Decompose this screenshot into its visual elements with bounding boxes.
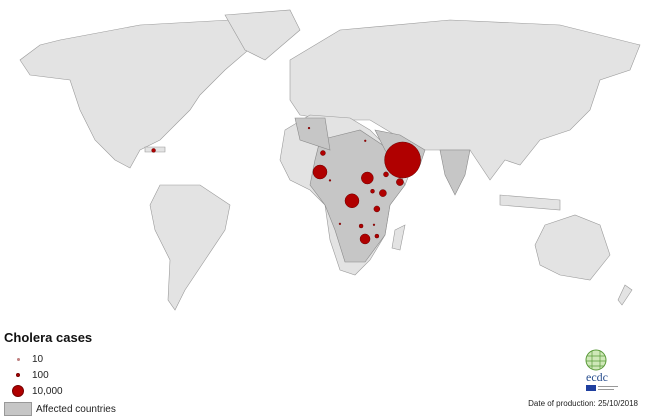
- bubble-10-icon: [16, 357, 20, 361]
- legend-label: Affected countries: [36, 403, 116, 415]
- legend: Cholera cases 10 100 10,000 Affected cou…: [4, 330, 116, 417]
- south-america: [149, 184, 231, 311]
- cholera-case-bubble: [358, 223, 364, 229]
- production-date: Date of production: 25/10/2018: [528, 399, 638, 408]
- legend-item-10: 10: [4, 351, 116, 367]
- cholera-case-bubble: [370, 188, 375, 194]
- ecdc-logo: ecdc: [585, 349, 618, 391]
- land-layer: [19, 9, 641, 311]
- legend-item-100: 100: [4, 367, 116, 383]
- cholera-case-bubble: [372, 223, 376, 226]
- cholera-case-bubble: [379, 189, 387, 197]
- cholera-case-bubble: [344, 193, 360, 209]
- australia: [534, 214, 611, 281]
- legend-item-affected: Affected countries: [4, 401, 116, 417]
- legend-title: Cholera cases: [4, 330, 93, 345]
- legend-label: 10: [32, 353, 44, 365]
- greenland: [224, 9, 301, 61]
- madagascar: [391, 224, 406, 251]
- legend-item-10000: 10,000: [4, 383, 116, 399]
- algeria-affected: [294, 117, 331, 151]
- new-zealand: [617, 284, 633, 306]
- cholera-case-bubble: [359, 233, 371, 245]
- cholera-case-bubble: [320, 150, 326, 156]
- india: [439, 149, 471, 196]
- cholera-case-bubble: [338, 222, 342, 225]
- legend-label: 10,000: [32, 385, 63, 397]
- north-america: [19, 19, 261, 169]
- cholera-case-bubble: [328, 179, 332, 182]
- cholera-case-bubble: [383, 171, 389, 178]
- svg-text:ecdc: ecdc: [586, 370, 608, 384]
- cholera-case-bubble: [312, 164, 328, 180]
- bubble-10000-icon: [12, 385, 24, 397]
- cholera-case-bubble: [373, 205, 381, 213]
- cholera-case-bubble: [396, 178, 404, 186]
- bubble-100-icon: [16, 373, 20, 377]
- legend-label: 100: [32, 369, 49, 381]
- cholera-case-bubble: [374, 233, 380, 239]
- cholera-case-bubble: [151, 148, 156, 153]
- cholera-markers: [151, 126, 421, 245]
- indonesia: [499, 194, 561, 211]
- cholera-case-bubble: [384, 141, 421, 179]
- cholera-case-bubble: [361, 171, 374, 185]
- cholera-case-bubble: [307, 126, 311, 130]
- cholera-case-bubble: [364, 139, 367, 142]
